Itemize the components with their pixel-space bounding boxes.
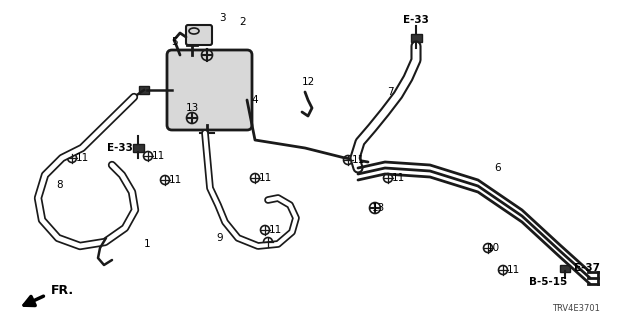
Bar <box>132 144 143 152</box>
Text: 5: 5 <box>172 37 179 47</box>
FancyBboxPatch shape <box>186 25 212 45</box>
Text: 7: 7 <box>387 87 394 97</box>
Bar <box>410 34 422 42</box>
Text: 11: 11 <box>259 173 271 183</box>
Text: 11: 11 <box>268 225 282 235</box>
Text: 11: 11 <box>351 155 365 165</box>
Text: B-5-15: B-5-15 <box>529 277 567 287</box>
Text: 13: 13 <box>186 103 198 113</box>
Text: 3: 3 <box>219 13 225 23</box>
Text: 2: 2 <box>240 17 246 27</box>
Text: 9: 9 <box>217 233 223 243</box>
Text: 8: 8 <box>57 180 63 190</box>
Text: 11: 11 <box>152 151 164 161</box>
Text: TRV4E3701: TRV4E3701 <box>552 304 600 313</box>
Text: 11: 11 <box>392 173 404 183</box>
Text: E-33: E-33 <box>403 15 429 25</box>
Text: 13: 13 <box>371 203 385 213</box>
Text: 10: 10 <box>486 243 500 253</box>
Text: E-37: E-37 <box>574 263 600 273</box>
Text: 4: 4 <box>252 95 259 105</box>
Text: 11: 11 <box>76 153 88 163</box>
FancyBboxPatch shape <box>167 50 252 130</box>
Text: 12: 12 <box>301 77 315 87</box>
Text: 11: 11 <box>168 175 182 185</box>
Text: 11: 11 <box>506 265 520 275</box>
Bar <box>560 265 570 271</box>
Bar <box>139 86 149 94</box>
Text: 6: 6 <box>495 163 501 173</box>
Text: E-33: E-33 <box>107 143 133 153</box>
Text: FR.: FR. <box>51 284 74 298</box>
Text: 1: 1 <box>144 239 150 249</box>
